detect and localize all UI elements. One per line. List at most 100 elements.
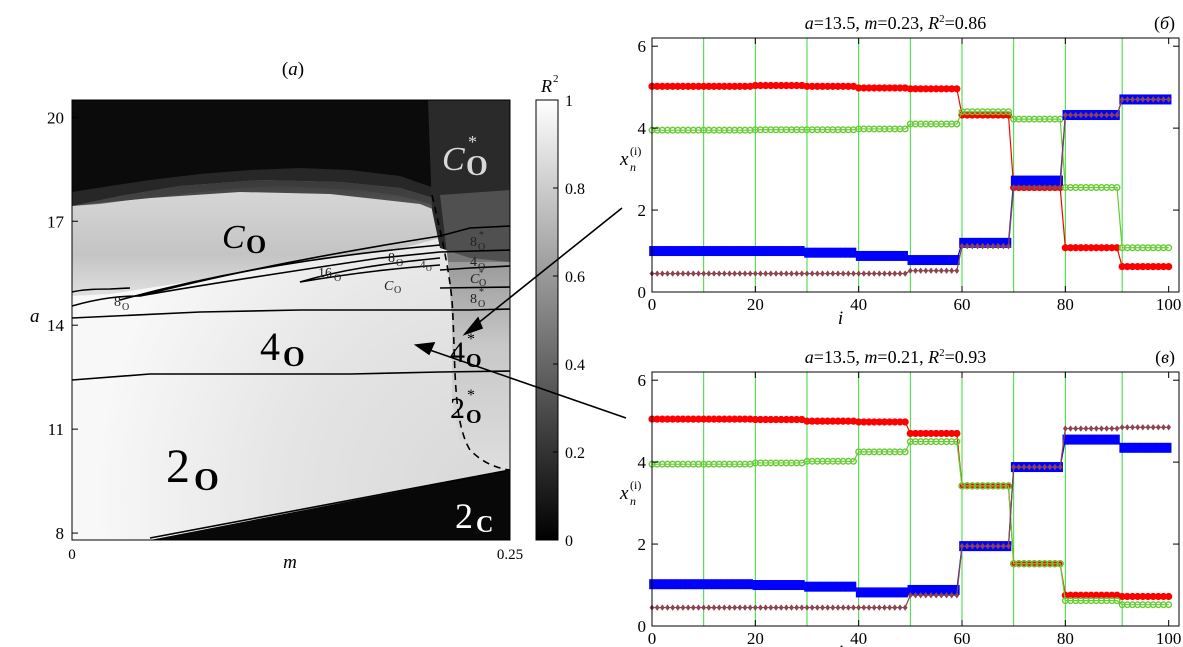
data-point [917, 255, 924, 266]
series-1 [648, 438, 1173, 609]
data-point [767, 81, 775, 90]
x-tick-label: 20 [747, 295, 764, 314]
data-point [1159, 592, 1168, 601]
small-label-8o-star-top: 8 O* [470, 230, 485, 253]
data-point [758, 604, 763, 611]
data-point [1144, 592, 1152, 601]
data-point [1160, 442, 1167, 453]
plot-frame [651, 371, 1180, 627]
data-point [897, 604, 903, 611]
data-point [995, 237, 1001, 248]
x-tick-label: 0 [68, 547, 76, 563]
data-point [830, 270, 836, 277]
data-point [777, 81, 785, 90]
data-point [1000, 542, 1006, 550]
data-point [866, 250, 872, 261]
data-point [1031, 463, 1037, 471]
data-point [881, 587, 888, 598]
data-point [1129, 442, 1136, 453]
data-point [1119, 96, 1125, 103]
data-point [1000, 237, 1007, 248]
data-point [1088, 434, 1094, 445]
data-point [1140, 424, 1146, 431]
svg-text:O: O [478, 262, 485, 273]
data-point [1047, 463, 1053, 471]
colorbar-tick-label: 0.4 [565, 357, 585, 374]
svg-text:*: * [468, 132, 477, 152]
x-axis-label: i [838, 308, 843, 329]
y-axis-label-sub: n [630, 160, 636, 174]
data-point [685, 579, 691, 590]
data-point [1072, 434, 1079, 445]
data-point [773, 246, 779, 257]
data-point [840, 247, 846, 258]
data-point [1062, 425, 1068, 432]
data-point [799, 246, 805, 257]
data-point [856, 604, 862, 611]
data-point [1114, 111, 1120, 119]
data-point [803, 417, 811, 425]
data-point [820, 604, 825, 611]
data-point [679, 415, 687, 423]
data-point [1067, 434, 1074, 445]
data-point [902, 587, 908, 598]
data-point [1113, 184, 1121, 192]
data-point [975, 242, 980, 250]
data-point [1150, 96, 1156, 103]
data-point [866, 604, 872, 611]
data-point [777, 415, 785, 424]
data-point [1155, 424, 1161, 431]
data-point [985, 242, 991, 250]
data-point [906, 429, 914, 438]
data-point [809, 270, 815, 277]
data-point [856, 270, 862, 277]
data-point [866, 270, 872, 277]
data-point [911, 429, 920, 438]
data-point [969, 242, 975, 250]
data-point [799, 604, 805, 611]
data-point [886, 418, 894, 426]
data-point [876, 250, 883, 261]
data-point [763, 604, 769, 611]
data-point [737, 604, 743, 611]
data-point [923, 267, 929, 274]
data-point [1155, 96, 1161, 103]
y-tick-label: 20 [47, 108, 64, 127]
data-point [742, 579, 748, 590]
svg-text:*: * [479, 287, 484, 298]
svg-text:*: * [467, 331, 475, 348]
data-point [875, 84, 883, 92]
data-point [726, 579, 733, 590]
data-point [855, 250, 862, 261]
data-point [653, 82, 661, 90]
data-point [804, 604, 810, 611]
y-axis-label: x n (i) [619, 144, 641, 174]
data-point [871, 250, 877, 261]
data-point [1052, 184, 1058, 191]
region-label-2c: 2 C [455, 496, 493, 538]
data-point [1118, 263, 1126, 271]
data-point [897, 270, 903, 277]
data-point [942, 85, 951, 93]
data-point [756, 415, 765, 424]
data-point [721, 579, 728, 590]
data-point [752, 580, 759, 591]
data-point [1165, 244, 1173, 252]
data-point [789, 270, 794, 277]
data-point [818, 417, 827, 425]
data-point [747, 246, 753, 257]
data-point [1139, 263, 1147, 271]
data-point [747, 604, 753, 611]
svg-text:2: 2 [166, 440, 190, 493]
x-tick-label: 60 [954, 629, 971, 647]
data-point [1021, 463, 1027, 471]
data-point [665, 604, 670, 611]
data-point [876, 270, 882, 277]
data-point [959, 542, 965, 550]
data-point [654, 579, 660, 590]
data-point [793, 415, 801, 424]
data-point [839, 82, 847, 90]
data-point [751, 81, 759, 90]
data-point [870, 84, 878, 92]
data-point [880, 84, 889, 92]
